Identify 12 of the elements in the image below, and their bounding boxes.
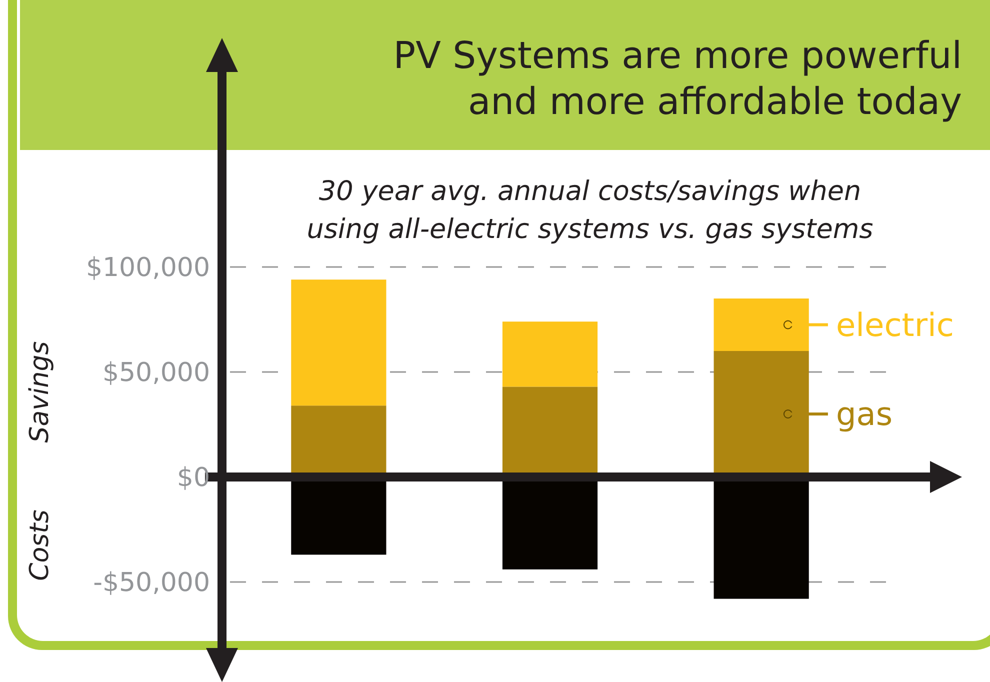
text: Savings bbox=[25, 341, 55, 443]
y-tick-label: -$50,000 bbox=[93, 568, 210, 598]
chart-subtitle: 30 year avg. annual costs/savings when using all-electric systems vs. gas systems bbox=[306, 176, 874, 245]
bar bbox=[502, 322, 598, 387]
chart-title: PV Systems are more powerful and more affordable today bbox=[393, 34, 962, 123]
text: Costs bbox=[25, 510, 55, 581]
bar bbox=[291, 280, 386, 406]
legend-label: gas bbox=[836, 395, 893, 434]
legend-label: electric bbox=[836, 306, 954, 344]
y-tick-label: $100,000 bbox=[86, 253, 210, 284]
y-tick-label: $50,000 bbox=[102, 358, 210, 388]
y-tick-label: $0 bbox=[176, 463, 210, 494]
